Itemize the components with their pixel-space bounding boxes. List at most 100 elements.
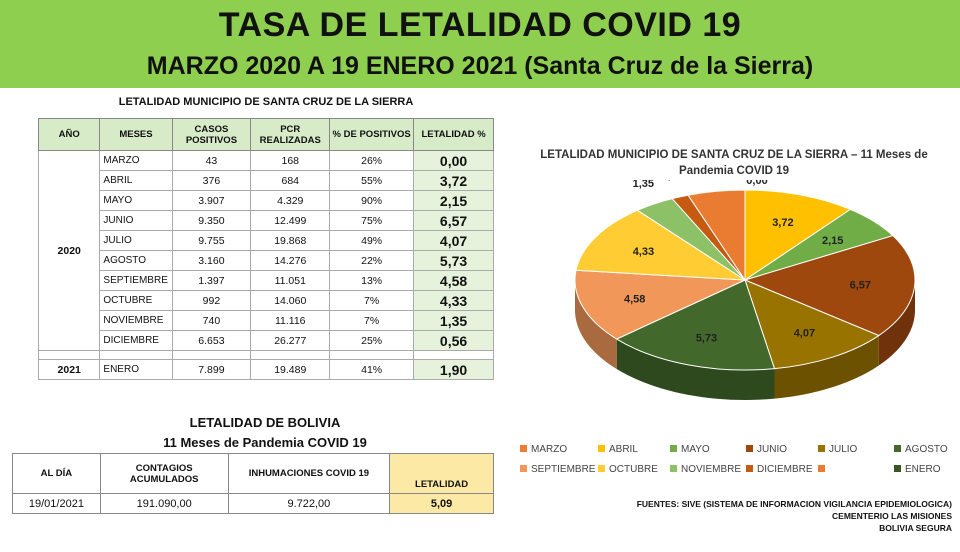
pie-slice-side bbox=[774, 335, 879, 399]
pie-data-label: 3,72 bbox=[772, 217, 793, 229]
legend-swatch bbox=[746, 445, 753, 452]
legend-label: NOVIEMBRE bbox=[681, 464, 742, 475]
legend-swatch bbox=[598, 465, 605, 472]
cell-positive-pct: 13% bbox=[329, 270, 415, 291]
legend-swatch bbox=[520, 465, 527, 472]
header-banner: TASA DE LETALIDAD COVID 19 MARZO 2020 A … bbox=[0, 0, 960, 88]
pie-slice-side bbox=[878, 280, 915, 366]
cell-positive-pct: 49% bbox=[329, 230, 415, 251]
cell-year: 2020 bbox=[37, 150, 101, 351]
page-title: TASA DE LETALIDAD COVID 19 bbox=[218, 6, 742, 44]
pie-slice bbox=[744, 189, 852, 281]
legend-label: JULIO bbox=[829, 444, 858, 455]
spacer-cell bbox=[413, 350, 494, 360]
legend-swatch bbox=[746, 465, 753, 472]
chart-title: LETALIDAD MUNICIPIO DE SANTA CRUZ DE LA … bbox=[540, 149, 928, 177]
cell-month: JUNIO bbox=[99, 210, 173, 231]
spacer-cell bbox=[250, 350, 331, 360]
bolivia-lethality-table: AL DÍA CONTAGIOS ACUMULADOS INHUMACIONES… bbox=[12, 453, 494, 514]
cell-positive-cases: 740 bbox=[171, 310, 252, 331]
cell-positive-cases: 43 bbox=[171, 150, 252, 171]
col-header-year: AÑO bbox=[37, 118, 101, 151]
cell-pcr: 168 bbox=[250, 150, 331, 171]
pie-slice-side bbox=[575, 280, 617, 370]
pie-slice bbox=[744, 279, 880, 370]
cell-pcr: 19.489 bbox=[250, 359, 331, 380]
legend-swatch bbox=[598, 445, 605, 452]
cell-positive-pct: 25% bbox=[329, 330, 415, 351]
cell-month: ABRIL bbox=[99, 170, 173, 191]
legend-swatch bbox=[894, 445, 901, 452]
table-row: JUNIO 9.350 12.499 75% 6,57 bbox=[39, 210, 494, 231]
bolivia-title: LETALIDAD DE BOLIVIA bbox=[189, 415, 341, 430]
cell-positive-pct: 22% bbox=[329, 250, 415, 271]
legend-item bbox=[818, 464, 829, 475]
legend-item: NOVIEMBRE bbox=[670, 464, 741, 475]
col-header-burials: INHUMACIONES COVID 19 bbox=[227, 453, 391, 494]
table-row: NOVIEMBRE 740 11.116 7% 1,35 bbox=[39, 310, 494, 331]
legend-item: DICIEMBRE bbox=[746, 464, 813, 475]
cell-pcr: 11.116 bbox=[250, 310, 331, 331]
cell-positive-cases: 3.907 bbox=[171, 190, 252, 211]
cell-positive-cases: 7.899 bbox=[171, 359, 252, 380]
cell-positive-cases: 3.160 bbox=[171, 250, 252, 271]
pie-slice bbox=[743, 235, 916, 337]
cell-month: AGOSTO bbox=[99, 250, 173, 271]
legend-item: ENERO bbox=[894, 464, 941, 475]
table-row: OCTUBRE 992 14.060 7% 4,33 bbox=[39, 290, 494, 311]
cell-positive-cases: 1.397 bbox=[171, 270, 252, 291]
col-header-lethality: LETALIDAD bbox=[389, 453, 494, 494]
legend-swatch bbox=[670, 465, 677, 472]
cell-positive-pct: 7% bbox=[329, 290, 415, 311]
table-row: SEPTIEMBRE 1.397 11.051 13% 4,58 bbox=[39, 270, 494, 291]
table-row: 2021 ENERO 7.899 19.489 41% 1,90 bbox=[37, 359, 494, 380]
cell-month: SEPTIEMBRE bbox=[99, 270, 173, 291]
legend-label: DICIEMBRE bbox=[757, 464, 813, 475]
spacer-cell bbox=[99, 350, 173, 360]
col-header-positive-pct: % DE POSITIVOS bbox=[329, 118, 415, 151]
legend-label: MAYO bbox=[681, 444, 710, 455]
legend-label: AGOSTO bbox=[905, 444, 948, 455]
cell-year: 2021 bbox=[37, 359, 101, 380]
cell-positive-cases: 9.755 bbox=[171, 230, 252, 251]
cell-lethality: 1,90 bbox=[413, 359, 494, 380]
pie-data-label: 1,35 bbox=[633, 180, 654, 190]
legend-label: OCTUBRE bbox=[609, 464, 658, 475]
cell-lethality: 5,73 bbox=[413, 250, 494, 271]
bolivia-subtitle: 11 Meses de Pandemia COVID 19 bbox=[163, 435, 367, 450]
pie-slice bbox=[687, 189, 746, 282]
col-header-pcr: PCR REALIZADAS bbox=[250, 118, 331, 151]
table-row: 19/01/2021 191.090,00 9.722,00 5,09 bbox=[12, 493, 494, 514]
cell-pcr: 14.060 bbox=[250, 290, 331, 311]
legend-item: ABRIL bbox=[598, 444, 638, 455]
table-row: JULIO 9.755 19.868 49% 4,07 bbox=[39, 230, 494, 251]
table-row: AGOSTO 3.160 14.276 22% 5,73 bbox=[39, 250, 494, 271]
cell-month: DICIEMBRE bbox=[99, 330, 173, 351]
pie-data-label: 4,33 bbox=[633, 246, 654, 258]
legend-label: JUNIO bbox=[757, 444, 787, 455]
cell-lethality: 4,33 bbox=[413, 290, 494, 311]
legend-label: ENERO bbox=[905, 464, 941, 475]
pie-data-label: 2,15 bbox=[822, 235, 843, 247]
legend-item: JULIO bbox=[818, 444, 857, 455]
legend-item: AGOSTO bbox=[894, 444, 948, 455]
cell-positive-pct: 90% bbox=[329, 190, 415, 211]
lethality-pie-chart: 0,00 3,72 2,15 6,57 4,07 5,73 4,58 4,33 1,35 0,56… bbox=[574, 180, 916, 400]
page-subtitle: MARZO 2020 A 19 ENERO 2021 (Santa Cruz d… bbox=[146, 52, 814, 80]
legend-item: MAYO bbox=[670, 444, 710, 455]
source-line: CEMENTERIO LAS MISIONES bbox=[832, 511, 952, 521]
legend-swatch bbox=[818, 445, 825, 452]
cell-positive-cases: 9.350 bbox=[171, 210, 252, 231]
cell-lethality: 6,57 bbox=[413, 210, 494, 231]
spacer-cell bbox=[329, 350, 415, 360]
cell-cumulative-cases: 191.090,00 bbox=[99, 493, 229, 514]
legend-item: SEPTIEMBRE bbox=[520, 464, 595, 475]
legend-swatch bbox=[520, 445, 527, 452]
legend-swatch bbox=[818, 465, 825, 472]
col-header-positive-cases: CASOS POSITIVOS bbox=[171, 118, 252, 151]
legend-item: JUNIO bbox=[746, 444, 787, 455]
cell-lethality: 5,09 bbox=[389, 493, 494, 514]
legend-label: ABRIL bbox=[609, 444, 638, 455]
table-row: ABRIL 376 684 55% 3,72 bbox=[39, 170, 494, 191]
pie-data-label: 4,07 bbox=[794, 328, 815, 340]
